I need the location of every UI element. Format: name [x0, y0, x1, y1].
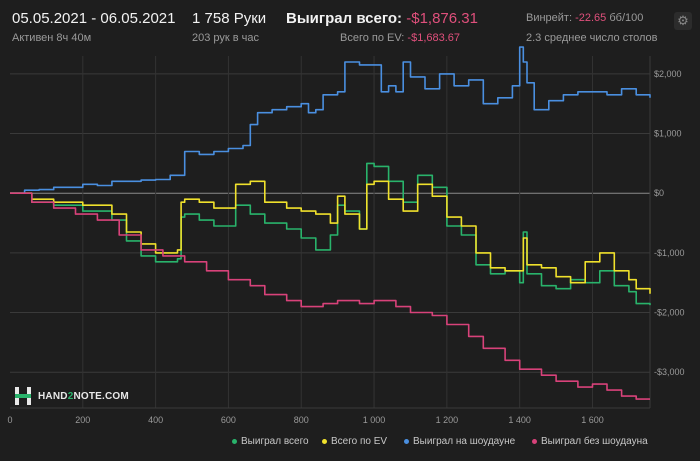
won-total-label: Выиграл всего:: [286, 10, 403, 27]
x-tick-label: 400: [148, 415, 163, 425]
x-tick-label: 1 600: [581, 415, 604, 425]
legend-dot-icon: [232, 439, 237, 444]
legend-label: Выиграл на шоудауне: [413, 436, 516, 447]
won-total: Выиграл всего: -$1,876.31: [286, 10, 478, 27]
active-time: Активен 8ч 40м: [12, 32, 92, 44]
series-line-0: [10, 162, 651, 306]
x-tick-label: 200: [75, 415, 90, 425]
x-tick-label: 1 200: [436, 415, 459, 425]
avg-tables: 2.3 среднее число столов: [526, 32, 658, 44]
ev-total: Всего по EV: -$1,683.67: [340, 32, 460, 44]
ev-total-label: Всего по EV:: [340, 32, 405, 44]
winrate-value: -22.65: [575, 12, 607, 24]
y-tick-label: -$1,000: [654, 248, 685, 258]
legend-dot-icon: [532, 439, 537, 444]
legend-dot-icon: [404, 439, 409, 444]
legend-item-non-showdown[interactable]: Выиграл без шоудауна: [532, 436, 648, 452]
y-tick-label: $2,000: [654, 69, 682, 79]
gear-icon[interactable]: ⚙: [674, 12, 692, 30]
y-tick-label: $0: [654, 188, 664, 198]
y-tick-label: -$2,000: [654, 308, 685, 318]
winrate: Винрейт: -22.65 бб/100: [526, 12, 643, 24]
x-tick-label: 1 000: [363, 415, 386, 425]
x-tick-label: 1 400: [508, 415, 531, 425]
series-line-1: [10, 180, 651, 294]
won-total-value: -$1,876.31: [406, 10, 478, 27]
legend-item-won-total[interactable]: Выиграл всего: [232, 436, 309, 452]
logo-icon: [15, 387, 31, 405]
legend-item-showdown[interactable]: Выиграл на шоудауне: [404, 436, 515, 452]
legend-item-ev-total[interactable]: Всего по EV: [322, 436, 387, 452]
header: 05.05.2021 - 06.05.2021 Активен 8ч 40м 1…: [0, 0, 700, 52]
x-tick-label: 600: [221, 415, 236, 425]
legend-label: Всего по EV: [331, 436, 388, 447]
legend-label: Выиграл всего: [241, 436, 309, 447]
brand-name: HAND2NOTE.COM: [38, 391, 129, 402]
date-range[interactable]: 05.05.2021 - 06.05.2021: [12, 10, 176, 27]
x-tick-label: 0: [7, 415, 12, 425]
hands-count: 1 758 Руки: [192, 10, 267, 27]
series-line-3: [10, 192, 650, 400]
y-tick-label: -$3,000: [654, 367, 685, 377]
legend-label: Выиграл без шоудауна: [541, 436, 648, 447]
ev-total-value: -$1,683.67: [407, 32, 461, 44]
hands-per-hour: 203 рук в час: [192, 32, 260, 44]
winrate-unit: бб/100: [609, 12, 644, 24]
legend-dot-icon: [322, 439, 327, 444]
winrate-label: Винрейт:: [526, 12, 573, 24]
y-tick-label: $1,000: [654, 129, 682, 139]
series-line-2: [10, 46, 651, 194]
x-tick-label: 800: [294, 415, 309, 425]
